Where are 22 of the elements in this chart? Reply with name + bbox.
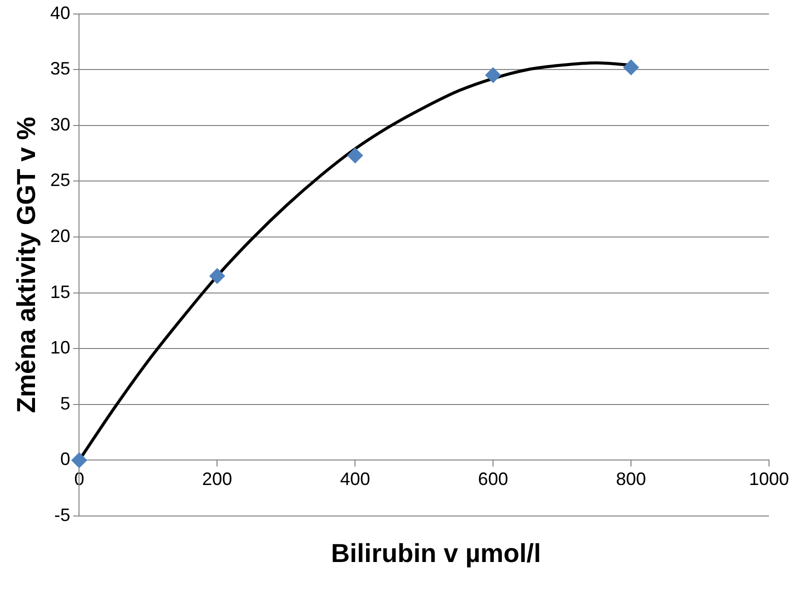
y-tick-label: 30 — [50, 114, 70, 134]
point — [71, 452, 88, 468]
y-tick-label: 25 — [50, 170, 70, 190]
point — [209, 268, 226, 284]
point — [485, 67, 502, 84]
y-tick-label: -5 — [54, 504, 70, 525]
x-tick-label: 600 — [478, 468, 508, 489]
point — [347, 148, 364, 164]
x-tick-label: 400 — [340, 468, 370, 489]
point — [623, 59, 640, 76]
x-tick-label: 1000 — [748, 468, 789, 489]
x-axis-title: Bilirubin v µmol/l — [330, 538, 542, 569]
x-tick-label: 200 — [202, 468, 232, 489]
y-tick-label: 10 — [50, 338, 70, 358]
y-axis-title: Změna aktivity GGT v % — [10, 116, 41, 414]
y-tick-label: 20 — [50, 226, 70, 246]
y-tick-label: 15 — [50, 282, 70, 302]
y-tick-label: 5 — [60, 393, 70, 414]
y-tick-label: 0 — [60, 449, 70, 470]
y-tick-label: 35 — [50, 58, 70, 79]
y-tick-label: 40 — [50, 2, 70, 23]
x-tick-label: 800 — [616, 468, 646, 489]
